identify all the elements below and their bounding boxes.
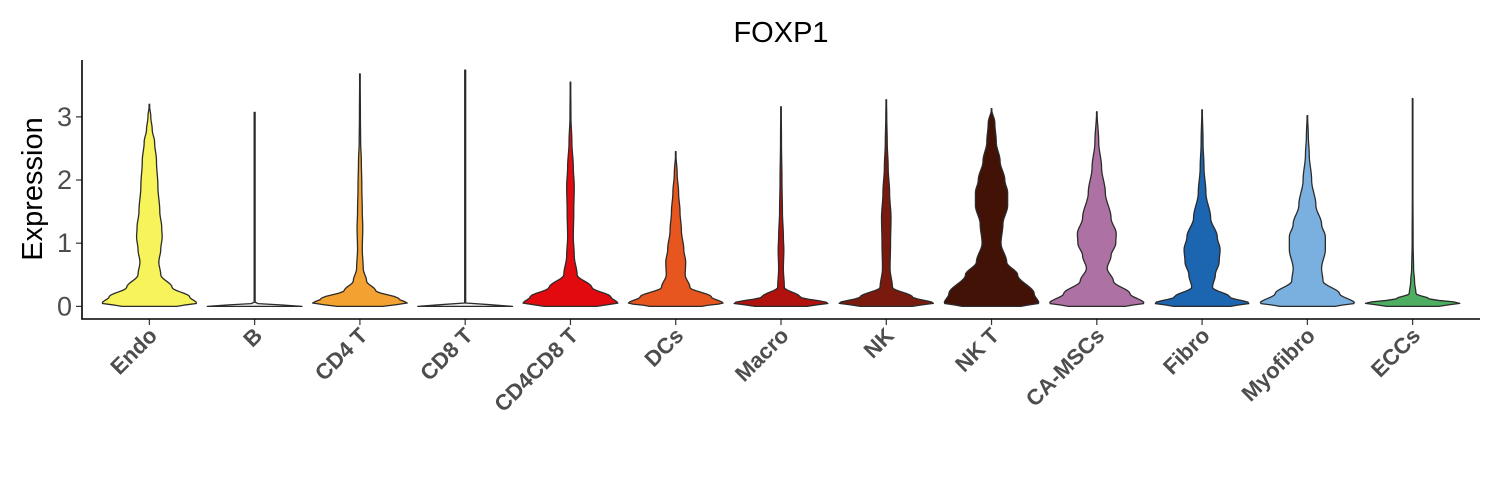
x-tick-label-dcs: DCs: [639, 323, 688, 372]
violin-dcs: [627, 150, 724, 308]
violin-ca-mscs: [1049, 111, 1145, 308]
violin-fibro: [1154, 109, 1250, 308]
x-tick-label-cd8-t: CD8 T: [415, 322, 478, 385]
violin-cd4cd8-t: [522, 81, 619, 308]
x-tick-label-eccs: ECCs: [1366, 323, 1425, 382]
x-tick-label-endo: Endo: [105, 323, 162, 380]
violin-b: [206, 111, 303, 308]
violin-cd4-t: [311, 73, 408, 308]
y-axis-ticks: 0 1 2 3: [57, 102, 82, 321]
y-tick-label-2: 2: [57, 165, 72, 195]
violin-cd8-t: [417, 69, 514, 308]
violin-eccs: [1364, 97, 1461, 308]
y-axis-label: Expression: [17, 117, 49, 260]
x-tick-label-macro: Macro: [730, 323, 793, 386]
chart-title: FOXP1: [733, 17, 828, 49]
violin-myofibro: [1259, 114, 1355, 308]
x-tick-label-cd4-t: CD4 T: [310, 322, 373, 385]
y-tick-label-3: 3: [57, 102, 72, 132]
x-tick-label-b: B: [238, 323, 267, 352]
x-axis-ticks: Endo B CD4 T CD8 T CD4CD8 T DCs Macro NK NK T CA-…: [105, 319, 1425, 417]
x-tick-label-cd4cd8-t: CD4CD8 T: [489, 322, 583, 416]
x-tick-label-fibro: Fibro: [1158, 323, 1215, 380]
x-tick-label-nk: NK: [859, 323, 899, 363]
x-tick-label-nk-t: NK T: [950, 322, 1004, 376]
violin-nk-t: [943, 107, 1040, 308]
y-tick-label-0: 0: [57, 291, 72, 321]
violin-endo: [101, 103, 197, 308]
x-tick-label-myofibro: Myofibro: [1237, 323, 1320, 406]
violin-nk: [838, 99, 935, 308]
y-tick-label-1: 1: [57, 228, 72, 258]
violins-group: [101, 69, 1461, 308]
x-tick-label-ca-mscs: CA-MSCs: [1021, 323, 1110, 412]
violin-macro: [733, 106, 829, 308]
